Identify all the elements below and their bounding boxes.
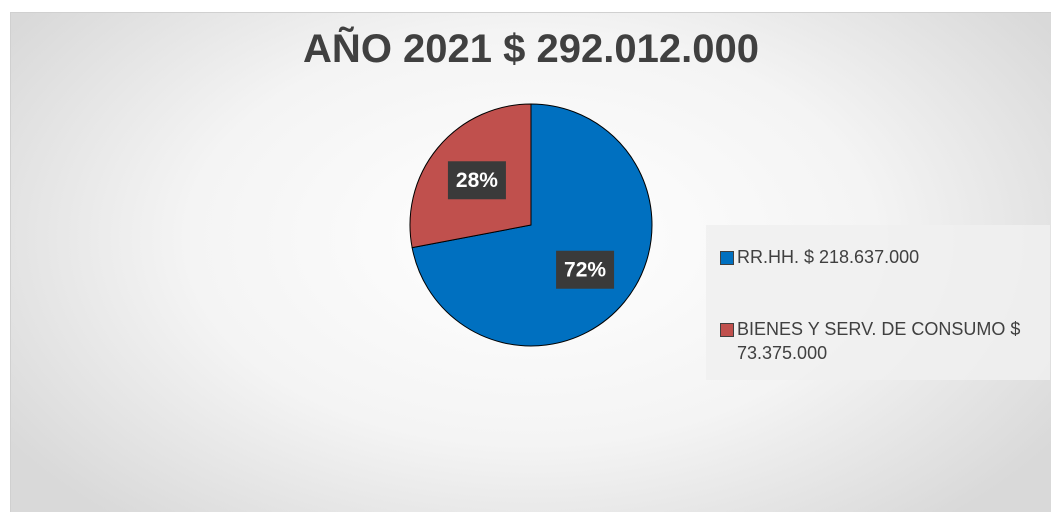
data-label: 72%	[556, 250, 615, 289]
legend-label: BIENES Y SERV. DE CONSUMO $ 73.375.000	[737, 319, 1021, 363]
data-label-text: 28%	[456, 169, 498, 192]
legend-swatch	[720, 251, 734, 265]
data-label-box	[556, 250, 615, 289]
legend-entry: BIENES Y SERV. DE CONSUMO $ 73.375.000	[720, 317, 1045, 365]
data-label-text: 72%	[564, 258, 606, 281]
legend-label: RR.HH. $ 218.637.000	[737, 247, 920, 267]
data-label: 28%	[447, 161, 506, 200]
legend: RR.HH. $ 218.637.000 BIENES Y SERV. DE CO…	[706, 225, 1050, 380]
legend-entry: RR.HH. $ 218.637.000	[720, 245, 1045, 269]
chart-title: AÑO 2021 $ 292.012.000	[303, 25, 759, 71]
legend-swatch	[720, 323, 734, 337]
data-label-box	[447, 161, 506, 200]
